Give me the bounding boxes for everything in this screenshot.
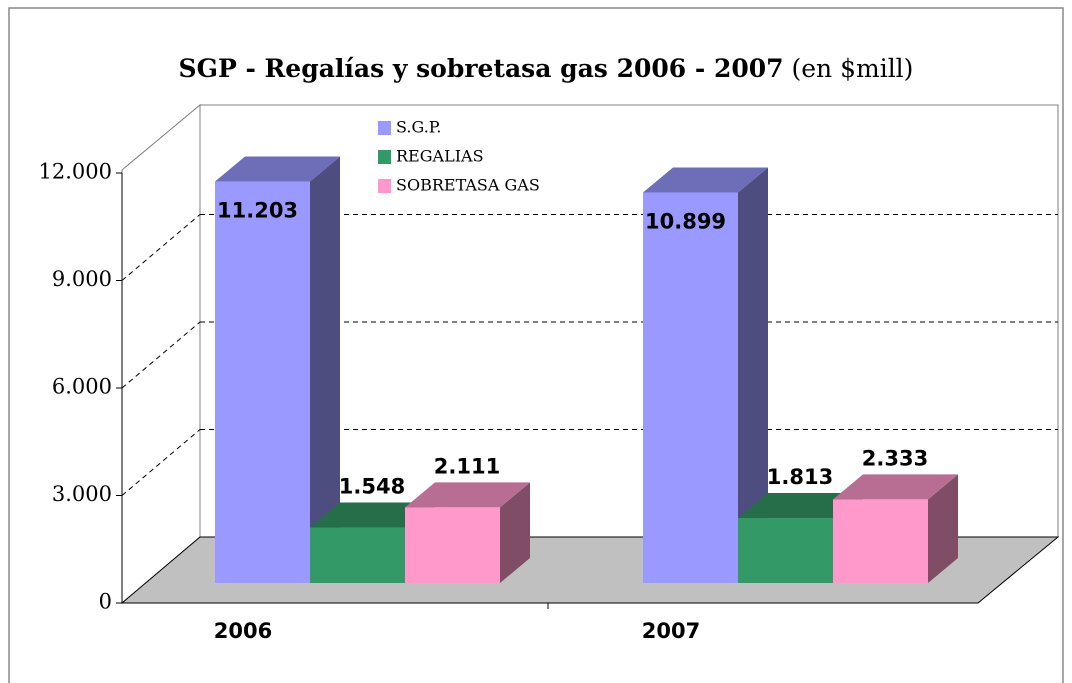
bar-top	[738, 493, 863, 519]
data-label: 2.111	[434, 454, 500, 478]
bar	[405, 507, 500, 583]
grid-line	[121, 321, 201, 389]
bar-side	[500, 482, 530, 583]
legend-label: SOBRETASA GAS	[396, 176, 540, 195]
bar-top	[405, 482, 530, 508]
legend-swatch	[378, 179, 391, 193]
legend-label: S.G.P.	[396, 118, 441, 137]
bar-top	[310, 502, 435, 528]
subtitle: (en $mill)	[791, 54, 913, 83]
bar	[833, 499, 928, 583]
grid-line	[121, 429, 201, 496]
bar	[215, 181, 310, 583]
legend-swatch	[378, 150, 391, 164]
legend-swatch	[378, 121, 391, 135]
data-label: 10.899	[645, 209, 726, 233]
bar-top	[643, 167, 768, 193]
bar	[643, 192, 738, 583]
data-label: 2.333	[862, 446, 928, 470]
data-label: 1.548	[339, 475, 405, 499]
data-label: 11.203	[217, 199, 298, 223]
bar-top	[833, 474, 958, 500]
bar-top	[215, 156, 340, 182]
bar-side	[310, 156, 340, 583]
data-label: 1.813	[767, 465, 833, 489]
y-tick-label: 12.000	[39, 160, 112, 184]
legend-label: REGALIAS	[396, 147, 484, 166]
chart-title: SGP - Regalías y sobretasa gas 2006 - 20…	[179, 54, 914, 83]
bar	[310, 527, 405, 583]
grid-line	[121, 214, 201, 281]
back-wall	[199, 104, 1059, 538]
title: SGP - Regalías y sobretasa gas 2006 - 20…	[179, 54, 784, 83]
y-tick-label: 9.000	[52, 267, 112, 291]
y-tick-label: 0	[99, 590, 112, 614]
x-tick-label: 2007	[642, 619, 700, 643]
x-tick-label: 2006	[214, 619, 272, 643]
y-tick-label: 3.000	[52, 482, 112, 506]
bar	[738, 518, 833, 583]
bar-side	[928, 474, 958, 583]
y-tick-label: 6.000	[52, 375, 112, 399]
side-wall	[121, 103, 201, 605]
bar-side	[738, 167, 768, 583]
